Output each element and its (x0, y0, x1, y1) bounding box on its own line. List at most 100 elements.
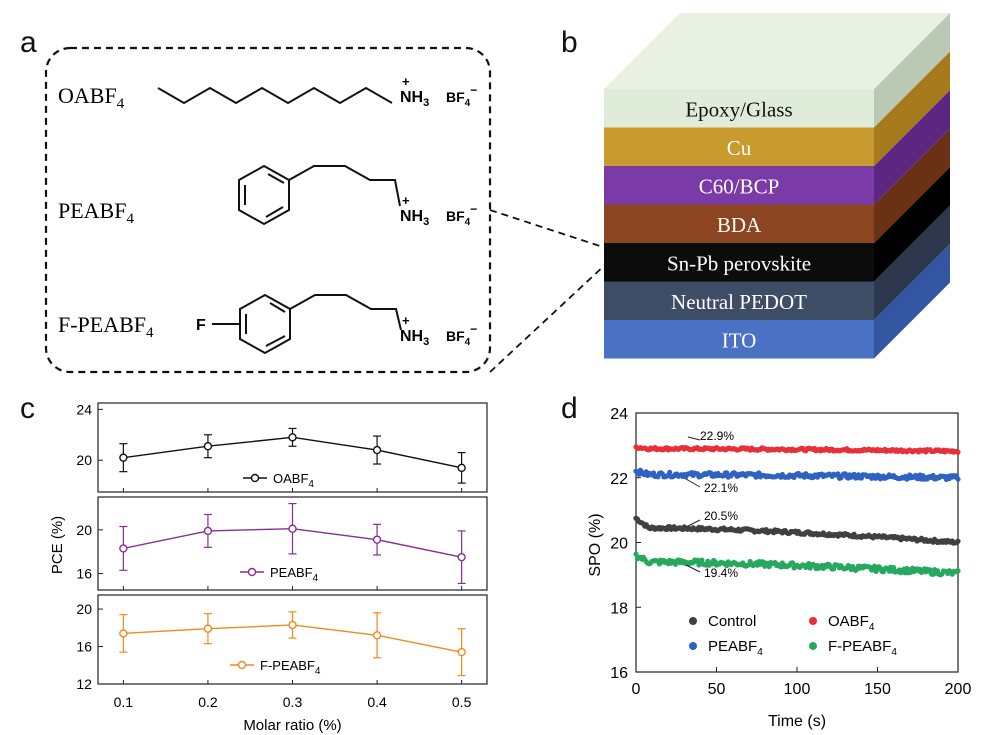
data-point (288, 524, 297, 533)
data-point (119, 544, 128, 553)
pce-subplot-2: 16 20 PEABF4 (76, 496, 488, 591)
spo-point (830, 566, 837, 572)
data-point (203, 526, 213, 536)
layer-label: Epoxy/Glass (685, 97, 792, 121)
panel-label-a: a (20, 26, 37, 59)
stack-layer-bda: BDA (604, 128, 950, 243)
annotation-leader (685, 564, 701, 573)
data-point (372, 445, 382, 455)
layer-label: Cu (727, 136, 752, 160)
fluorine-substituent: F (196, 317, 206, 334)
legend-marker (237, 660, 247, 670)
data-point (372, 535, 382, 544)
y-tick-label: 16 (76, 639, 92, 655)
y-tick-label: 18 (610, 600, 628, 617)
ethyl-linker-1 (288, 165, 401, 207)
molecule-name-oabf4: OABF4 (58, 83, 125, 112)
x-axis-label: Molar ratio (%) (243, 717, 341, 734)
panel-label-c: c (20, 392, 35, 425)
y-tick-label: 24 (610, 406, 628, 423)
spo-series-f-peabf (633, 551, 961, 578)
y-axis-label: SPO (%) (587, 513, 604, 576)
ammonium-charge-1: + (402, 74, 410, 89)
layer-label: ITO (722, 328, 757, 352)
layer-front-face (604, 320, 874, 359)
legend-label: PEABF4 (270, 565, 319, 584)
counterion-1: BF4− (446, 83, 477, 109)
annotation-leader (685, 519, 701, 528)
layer-side-face (874, 13, 950, 128)
molecule-name-f-peabf4: F-PEABF4 (58, 312, 154, 341)
data-point (372, 631, 382, 640)
x-tick-label: 0.2 (198, 694, 218, 710)
spo-point (955, 568, 961, 574)
x-tick-label: 0.5 (452, 694, 472, 710)
dashed-callout-box (44, 46, 492, 374)
ammonium-group-1: NH3 (400, 89, 429, 109)
spo-series-oabf (633, 444, 961, 455)
stack-layer-neutral-pedot: Neutral PEDOT (604, 205, 950, 320)
annotation-label: 19.4% (704, 566, 738, 580)
layer-label: Sn-Pb perovskite (667, 251, 811, 275)
ammonium-group-3: NH3 (400, 328, 429, 348)
spo-series-control (633, 515, 961, 546)
counterion-2: BF4− (446, 202, 477, 228)
legend-label: Control (708, 613, 756, 630)
data-point (288, 620, 297, 630)
y-tick-label: 20 (610, 536, 628, 553)
y-axis-label: PCE (%) (49, 516, 66, 574)
spo-point (667, 469, 673, 475)
x-tick-label: 200 (945, 681, 972, 698)
data-point (119, 453, 128, 462)
data-point (457, 463, 466, 473)
legend-marker (250, 473, 260, 483)
counterion-3: BF4− (446, 322, 477, 348)
y-tick-label: 16 (610, 665, 628, 682)
layer-front-face (604, 89, 874, 128)
spo-point (699, 557, 705, 563)
legend-label: PEABF4 (708, 638, 763, 658)
legend-marker (809, 642, 817, 650)
x-tick-label: 0.3 (283, 694, 303, 710)
layer-side-face (874, 90, 950, 205)
panel-label-b: b (561, 26, 578, 59)
layer-front-face (604, 281, 874, 320)
spo-point (633, 551, 639, 557)
ammonium-charge-3: + (402, 313, 410, 328)
spo-point (927, 567, 933, 573)
y-tick-label: 24 (76, 401, 92, 417)
spo-point (955, 476, 961, 482)
callout-line-lower (489, 263, 607, 373)
ammonium-charge-2: + (402, 193, 410, 208)
legend-label: OABF4 (828, 613, 875, 633)
layer-side-face (874, 128, 950, 243)
spo-point (835, 471, 841, 477)
y-tick-label: 16 (76, 566, 92, 582)
legend-label: OABF4 (273, 471, 314, 490)
octyl-chain (157, 86, 393, 105)
layer-label: BDA (717, 213, 762, 237)
stack-layer-epoxy-glass: Epoxy/Glass (604, 13, 950, 128)
spo-point (891, 565, 897, 571)
legend-label: F-PEABF4 (260, 658, 321, 677)
spo-point (955, 449, 961, 455)
data-point (119, 629, 128, 638)
spo-series-peabf (633, 467, 961, 482)
layer-front-face (604, 166, 874, 205)
stack-layer-ito: ITO (604, 244, 950, 359)
x-tick-label: 100 (784, 681, 811, 698)
data-point (457, 552, 466, 562)
layer-top-face (604, 13, 950, 89)
layer-front-face (604, 204, 874, 243)
legend-label: F-PEABF4 (828, 638, 897, 658)
layer-side-face (874, 205, 950, 320)
layer-label: Neutral PEDOT (671, 290, 807, 314)
data-point (457, 647, 466, 657)
annotation-label: 22.1% (704, 481, 738, 495)
annotation-leader (685, 478, 701, 488)
panel-label-d: d (561, 392, 578, 425)
